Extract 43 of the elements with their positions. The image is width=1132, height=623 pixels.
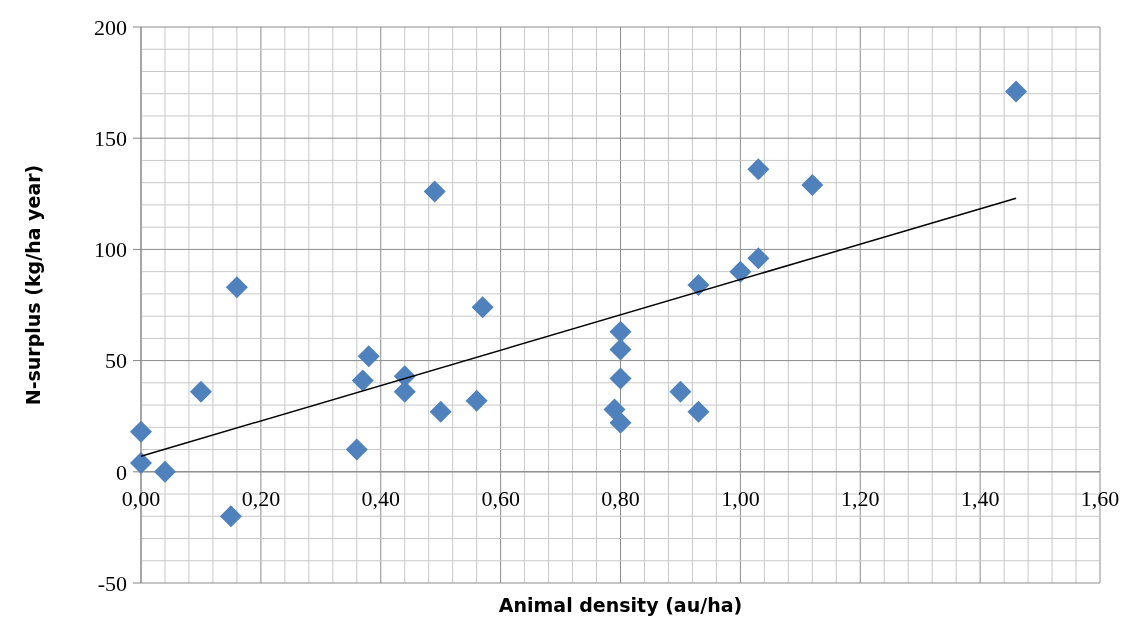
- y-tick-label: 200: [94, 14, 127, 40]
- point: [609, 411, 632, 434]
- point: [351, 369, 374, 392]
- point: [609, 320, 632, 343]
- x-tick-label: 0,80: [601, 485, 640, 511]
- x-tick-label: 0,60: [481, 485, 520, 511]
- point: [687, 273, 710, 296]
- point: [465, 389, 488, 412]
- point: [429, 400, 452, 423]
- y-tick-label: 0: [116, 459, 127, 485]
- y-tick-label: 50: [105, 348, 127, 374]
- point: [471, 296, 494, 319]
- point: [609, 367, 632, 390]
- point: [747, 158, 770, 181]
- y-tick-label: -50: [97, 570, 127, 596]
- point: [153, 460, 176, 483]
- point: [219, 505, 242, 528]
- point: [1005, 80, 1028, 103]
- point: [747, 247, 770, 270]
- point: [357, 345, 380, 368]
- point: [729, 260, 752, 283]
- point: [669, 380, 692, 403]
- x-tick-label: 1,20: [841, 485, 880, 511]
- point: [801, 173, 824, 196]
- point: [609, 338, 632, 361]
- x-tick-label: 1,40: [960, 485, 1000, 511]
- y-tick-label: 100: [94, 237, 127, 263]
- x-tick-label: 1,00: [721, 485, 760, 511]
- point: [603, 398, 626, 421]
- x-tick-label: 1,60: [1080, 485, 1120, 511]
- point: [225, 276, 248, 299]
- y-axis-title: N-surplus (kg/ha year): [22, 164, 44, 406]
- point: [130, 451, 152, 474]
- point: [130, 420, 152, 443]
- x-tick-label: 0,20: [241, 485, 281, 511]
- y-tick-label: 150: [94, 125, 127, 151]
- point: [345, 438, 368, 461]
- point: [189, 380, 212, 403]
- x-axis-title: Animal density (au/ha): [498, 594, 743, 616]
- point: [423, 180, 446, 203]
- point: [687, 400, 710, 423]
- x-tick-label: 0,00: [121, 485, 161, 511]
- x-tick-label: 0,40: [361, 485, 400, 511]
